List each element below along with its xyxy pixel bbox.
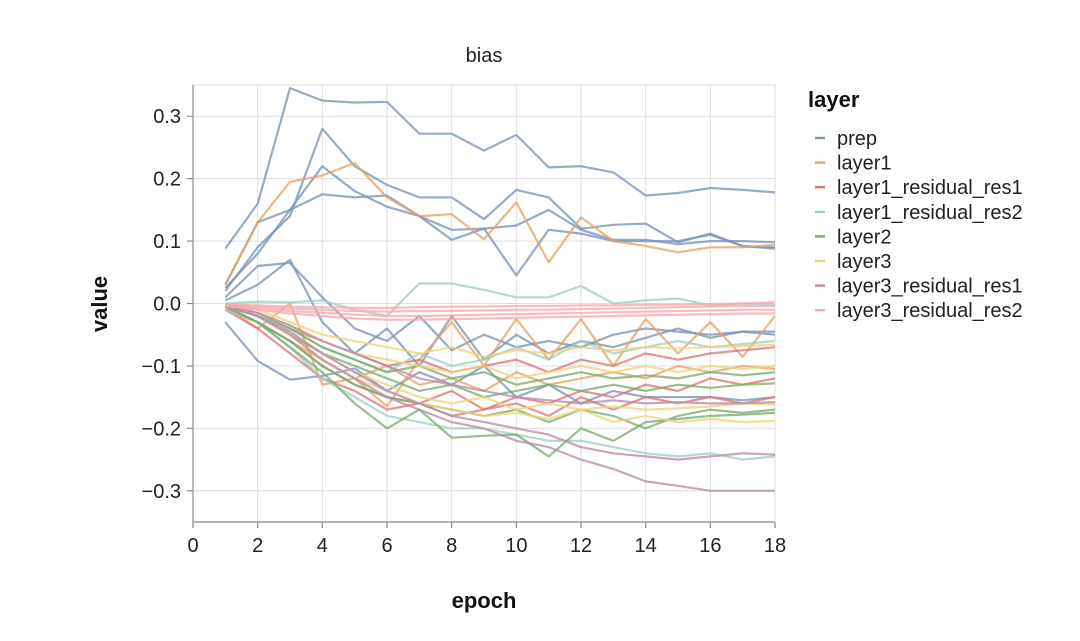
series-line-prep [224, 193, 776, 286]
series-line-layer3 [225, 303, 776, 358]
x-tick-label: 2 [252, 535, 263, 557]
legend-label-layer3_residual_res2: layer3_residual_res2 [837, 300, 1023, 322]
y-tick-label: 0.0 [153, 294, 181, 316]
legend-label-layer1_residual_res1: layer1_residual_res1 [837, 177, 1023, 199]
y-tick-label: 0.1 [153, 231, 181, 253]
legend-label-layer1: layer1 [837, 153, 891, 175]
x-axis-label: epoch [452, 588, 517, 613]
x-tick-label: 8 [446, 535, 457, 557]
legend-label-layer3: layer3 [837, 251, 891, 273]
series-lines [224, 86, 776, 492]
x-tick-label: 16 [699, 535, 721, 557]
series-line-prep [224, 165, 776, 289]
x-tick-label: 14 [635, 535, 657, 557]
gridlines [192, 84, 776, 523]
x-tick-label: 0 [187, 535, 198, 557]
series-line-layer3_residual_res2 [225, 301, 776, 309]
series-line-layer1_residual_res2 [224, 308, 776, 461]
series-line-prep [224, 86, 776, 250]
legend-label-layer2: layer2 [837, 226, 891, 248]
legend: layer prep layer1layer1_residual_res1layer… [808, 87, 1023, 322]
chart-title: bias [466, 45, 503, 67]
series-line-layer1_residual_res2 [225, 282, 776, 318]
series-line-layer1 [224, 161, 776, 286]
y-tick-label: −0.3 [142, 481, 181, 503]
y-tick-label: 0.2 [153, 169, 181, 191]
series-line-layer2 [224, 305, 776, 430]
series-line-layer3_residual_res1 [225, 304, 776, 405]
y-tick-label: −0.1 [142, 356, 181, 378]
legend-label-prep: prep [837, 128, 877, 150]
legend-title: layer [808, 87, 860, 112]
axes: 0 2 4 6 8 10 12 14 16 18 0.3 0.2 0.1 0.0 −0.1 −0.2 −0.3 [142, 85, 786, 557]
y-axis-label: value [87, 276, 112, 332]
x-tick-label: 4 [317, 535, 328, 557]
series-line-layer3_residual_res1 [224, 305, 775, 492]
x-tick-label: 18 [764, 535, 786, 557]
series-line-layer3_residual_res2 [225, 303, 775, 313]
series-line-layer3_residual_res1 [224, 304, 776, 461]
y-tick-label: −0.2 [142, 418, 181, 440]
x-tick-label: 10 [505, 535, 527, 557]
x-tick-label: 12 [570, 535, 592, 557]
series-line-layer3_residual_res2 [225, 304, 775, 321]
legend-label-layer3_residual_res1: layer3_residual_res1 [837, 276, 1023, 298]
series-line-layer3_residual_res2 [225, 304, 775, 318]
series-line-layer2 [225, 303, 776, 386]
y-tick-label: 0.3 [153, 106, 181, 128]
series-line-prep [224, 127, 776, 292]
x-tick-label: 6 [381, 535, 392, 557]
legend-label-layer1_residual_res2: layer1_residual_res2 [837, 202, 1023, 224]
